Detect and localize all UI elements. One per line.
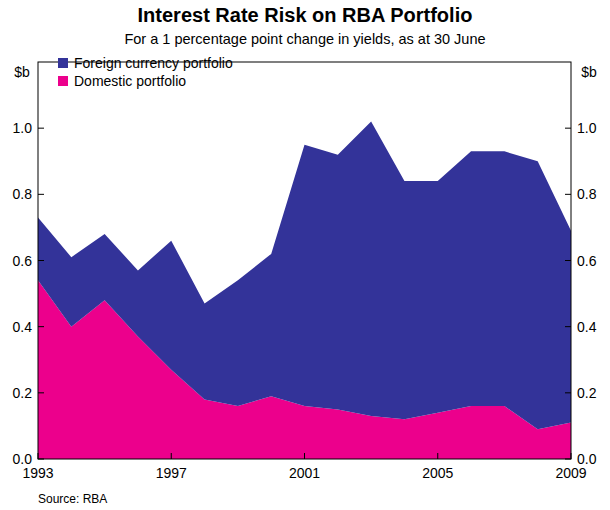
x-tick xyxy=(171,453,172,459)
legend-label: Domestic portfolio xyxy=(74,73,186,89)
y-tick xyxy=(565,260,571,261)
y-tick xyxy=(38,260,44,261)
y-tick-label: 0.6 xyxy=(577,253,597,269)
area xyxy=(38,122,571,430)
y-unit: $b xyxy=(14,64,30,80)
y-tick-label: 0.4 xyxy=(577,319,597,335)
y-tick-label: 1.0 xyxy=(13,120,33,136)
subtitle: For a 1 percentage point change in yield… xyxy=(124,31,485,47)
y-tick xyxy=(38,459,44,460)
y-tick-label: 1.0 xyxy=(577,120,597,136)
chart: Interest Rate Risk on RBA Portfolio For a… xyxy=(0,0,610,510)
x-tick-label: 2009 xyxy=(555,465,586,481)
x-tick-label: 1993 xyxy=(22,465,53,481)
y-tick-label: 0.2 xyxy=(13,385,33,401)
x-tick xyxy=(571,453,572,459)
legend-swatch xyxy=(58,58,68,68)
x-tick-label: 1997 xyxy=(156,465,187,481)
source: Source: RBA xyxy=(38,492,107,506)
y-unit: $b xyxy=(581,64,597,80)
y-tick xyxy=(38,392,44,393)
legend-swatch xyxy=(58,76,68,86)
y-tick xyxy=(38,128,44,129)
x-tick xyxy=(38,453,39,459)
y-tick xyxy=(565,459,571,460)
y-tick xyxy=(565,128,571,129)
y-tick-label: 0.4 xyxy=(13,319,33,335)
y-tick-label: 0.8 xyxy=(13,186,33,202)
x-tick-label: 2005 xyxy=(422,465,453,481)
y-tick xyxy=(565,392,571,393)
areas xyxy=(38,122,571,459)
plot-frame xyxy=(38,62,571,459)
y-tick xyxy=(565,326,571,327)
title: Interest Rate Risk on RBA Portfolio xyxy=(138,4,473,26)
x-tick xyxy=(437,453,438,459)
y-tick xyxy=(38,326,44,327)
legend-label: Foreign currency portfolio xyxy=(74,55,233,71)
x-tick xyxy=(304,453,305,459)
y-tick xyxy=(38,194,44,195)
y-tick-label: 0.8 xyxy=(577,186,597,202)
y-tick xyxy=(565,194,571,195)
x-tick-label: 2001 xyxy=(289,465,320,481)
y-tick-label: 0.6 xyxy=(13,253,33,269)
y-tick-label: 0.2 xyxy=(577,385,597,401)
